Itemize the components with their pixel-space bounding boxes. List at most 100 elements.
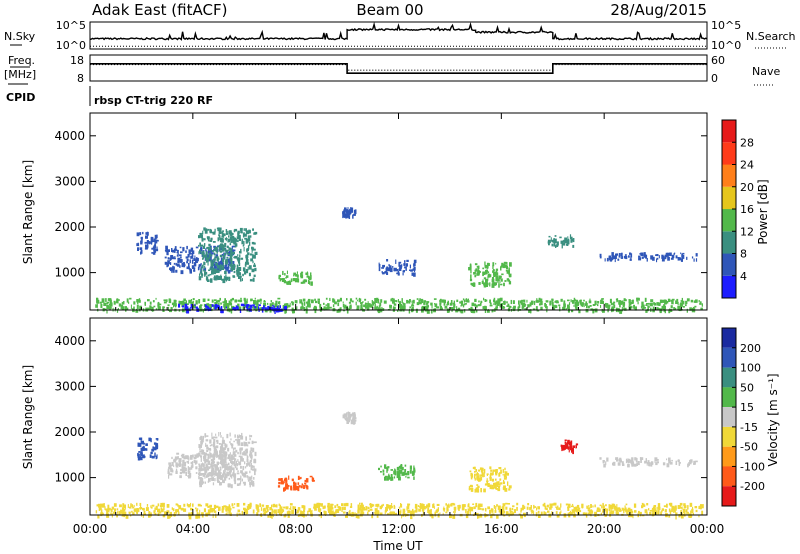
echo-cell [291,509,295,514]
echo-cell [270,300,272,303]
echo-cell [616,308,620,311]
echo-cell [213,472,216,476]
echo-cell [463,309,466,313]
echo-cell [200,244,204,247]
echo-cell [139,502,142,506]
echo-cell [252,447,255,453]
echo-cell [479,508,482,510]
echo-cell [585,308,589,313]
echo-cell [205,257,208,261]
echo-cell [173,256,176,258]
echo-cell [419,505,422,508]
echo-cell [600,299,603,302]
echo-cell [181,453,185,459]
echo-cell [567,236,569,239]
echo-cell [513,509,516,514]
echo-cell [495,508,497,511]
echo-cell [443,301,446,306]
echo-cell [574,304,576,309]
echo-cell [210,470,214,475]
echo-cell [204,481,206,484]
echo-cell [213,439,216,443]
echo-cell [123,301,125,304]
echo-cell [221,447,224,452]
echo-cell [470,488,474,492]
echo-cell [192,464,194,468]
echo-cell [133,504,135,508]
echo-cell [137,453,139,456]
echo-cell [173,262,175,265]
echo-cell [241,432,243,436]
echo-cell [271,302,274,307]
echo-cell [167,514,170,519]
echo-cell [273,509,277,514]
echo-cell [396,471,399,475]
echo-cell [263,300,266,302]
echo-cell [450,307,454,309]
echo-cell [252,482,255,487]
echo-cell [218,469,221,474]
echo-cell [407,505,410,510]
echo-cell [589,298,591,301]
echo-cell [150,505,152,508]
echo-cell [508,488,511,491]
echo-cell [487,309,490,313]
echo-cell [563,243,566,246]
echo-cell [173,514,176,517]
echo-cell [239,482,241,486]
echo-cell [246,475,248,478]
echo-cell [204,433,207,438]
echo-cell [567,308,570,313]
echo-cell [245,240,248,244]
echo-cell [252,277,255,282]
echo-cell [221,461,224,466]
echo-cell [176,452,180,455]
echo-cell [202,468,205,471]
echo-cell [231,297,234,301]
echo-cell [106,301,109,304]
echo-cell [654,457,658,462]
echo-cell [229,452,231,455]
echo-cell [500,265,503,268]
echo-cell [222,480,224,483]
echo-cell [689,502,693,507]
echo-cell [374,298,377,301]
echo-cell [168,462,171,465]
echo-cell [177,252,179,255]
echo-cell [630,302,632,305]
echo-cell [113,300,116,303]
echo-cell [498,298,501,304]
echo-cell [224,270,227,275]
echo-cell [187,461,190,464]
echo-cell [185,250,187,253]
echo-cell [518,305,520,308]
echo-cell [225,461,227,465]
echo-cell [695,299,698,303]
echo-cell [209,451,211,456]
echo-cell [237,233,239,238]
echo-cell [667,256,670,261]
echo-cell [411,304,415,307]
echo-cell [110,512,112,516]
colorbar-tick-label: 15 [740,401,754,414]
echo-cell [434,512,437,517]
echo-cell [488,271,490,274]
echo-cell [281,479,283,484]
echo-cell [381,267,384,269]
echo-cell [198,473,200,476]
echo-cell [566,443,569,445]
echo-cell [409,264,411,269]
echo-cell [519,300,522,304]
echo-cell [189,307,191,312]
echo-cell [344,212,346,216]
echo-region [342,207,357,219]
echo-cell [668,514,671,518]
echo-cell [130,504,132,509]
echo-cell [209,455,211,459]
echo-cell [611,506,613,510]
echo-cell [228,276,231,279]
echo-cell [147,242,149,247]
echo-cell [192,503,194,507]
echo-cell [209,252,211,257]
echo-cell [247,245,250,250]
